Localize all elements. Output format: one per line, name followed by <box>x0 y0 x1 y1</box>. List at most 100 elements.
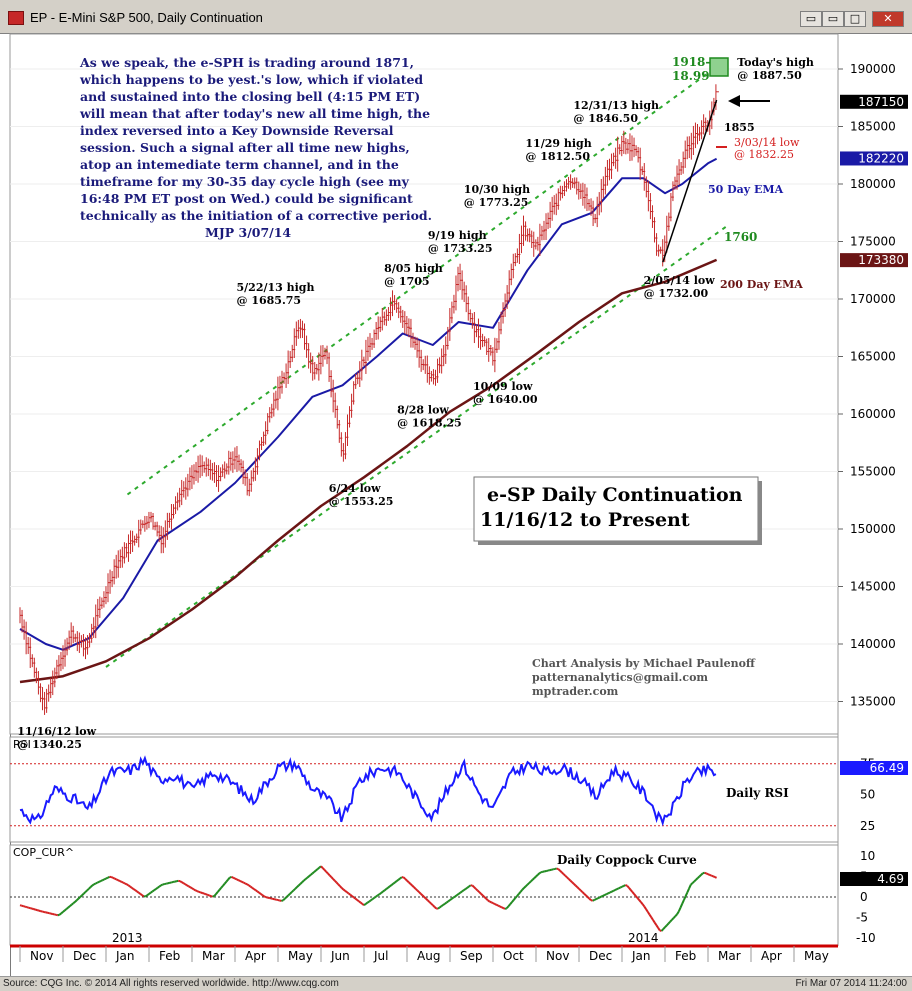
coppock-segment <box>581 891 585 895</box>
coppock-segment <box>537 872 541 876</box>
coppock-segment <box>640 901 644 905</box>
coppock-segment <box>612 889 616 892</box>
coppock-segment <box>320 865 324 869</box>
coppock-segment <box>217 889 221 893</box>
coppock-segment <box>487 899 491 903</box>
coppock-segment <box>650 916 654 921</box>
pivot-value: @ 1846.50 <box>573 112 638 125</box>
rsi-axis-label: 25 <box>860 819 875 833</box>
coppock-segment <box>478 891 482 895</box>
coppock-segment <box>394 880 398 884</box>
coppock-segment <box>399 876 403 880</box>
price-axis-tag: 173380 <box>840 253 908 268</box>
app-icon <box>8 11 24 25</box>
price-axis-tag: 187150 <box>840 94 908 109</box>
coppock-segment <box>623 884 626 887</box>
coppock-segment <box>530 879 534 883</box>
commentary-line: will mean that after today's new all tim… <box>79 106 430 121</box>
ema200-label: 200 Day EMA <box>720 278 803 291</box>
credit-line: patternanalytics@gmail.com <box>532 671 708 684</box>
restore-button[interactable]: ▭ <box>822 11 844 27</box>
coppock-segment <box>248 884 252 888</box>
coppock-segment <box>669 919 673 923</box>
coppock-panel[interactable] <box>9 844 839 946</box>
coppock-segment <box>464 886 468 890</box>
month-label: Mar <box>718 949 741 963</box>
coppock-segment <box>124 882 128 886</box>
coppock-segment <box>375 894 379 898</box>
close-button[interactable]: ✕ <box>872 11 904 27</box>
coppock-segment <box>122 881 126 885</box>
level-1855-label: 1855 <box>724 121 755 134</box>
coppock-segment <box>404 878 408 882</box>
low-0303-label: 3/03/14 low <box>734 136 800 149</box>
year-label: 2014 <box>628 931 659 945</box>
pivot-value: @ 1705 <box>384 275 429 288</box>
minimize-button[interactable]: ▭ <box>800 11 822 27</box>
commentary-line: technically as the initiation of a corre… <box>80 208 432 223</box>
coppock-segment <box>201 892 205 895</box>
coppock-segment <box>475 888 479 892</box>
coppock-segment <box>354 897 358 901</box>
coppock-segment <box>222 883 226 887</box>
coppock-segment <box>100 879 103 882</box>
axis-layer: 135000 140000 145000 150000 155000 160000 1650… <box>838 62 908 709</box>
coppock-segment <box>454 894 458 898</box>
coppock-segment <box>538 871 542 875</box>
coppock-segment <box>580 889 584 893</box>
coppock-segment <box>256 890 260 894</box>
coppock-segment <box>463 888 467 892</box>
coppock-caption: Daily Coppock Curve <box>557 853 697 867</box>
price-axis-label: 135000 <box>850 695 896 709</box>
coppock-segment <box>611 889 614 893</box>
coppock-segment <box>595 897 599 900</box>
coppock-segment <box>397 877 401 881</box>
maximize-button[interactable]: □ <box>844 11 866 27</box>
pivot-value: @ 1732.00 <box>644 287 709 300</box>
coppock-segment <box>373 895 377 899</box>
coppock-segment <box>67 905 71 909</box>
coppock-segment <box>686 888 690 893</box>
coppock-segment <box>223 880 228 885</box>
coppock-segment <box>132 888 136 892</box>
coppock-segment <box>586 896 591 900</box>
price-tag-background <box>840 94 908 109</box>
price-axis-label: 165000 <box>850 350 896 364</box>
price-axis-label: 150000 <box>850 522 896 536</box>
coppock-segment <box>215 891 219 895</box>
coppock-segment <box>342 888 346 892</box>
price-tag-background <box>840 253 908 268</box>
coppock-segment <box>79 894 83 898</box>
rsi-panel[interactable] <box>9 736 839 843</box>
coppock-segment <box>179 880 183 883</box>
coppock-segment <box>301 879 305 883</box>
pivot-value: @ 1685.75 <box>237 294 302 307</box>
target-label-bottom: 18.99 <box>672 69 710 83</box>
coppock-segment <box>340 887 345 891</box>
coppock-segment <box>619 885 623 889</box>
coppock-segment <box>218 887 223 891</box>
month-label: Jun <box>330 949 350 963</box>
coppock-segment <box>648 913 653 918</box>
ema200-line <box>19 258 718 684</box>
coppock-segment <box>57 913 60 917</box>
coppock-segment <box>497 904 501 908</box>
coppock-segment <box>564 874 568 879</box>
coppock-segment <box>707 873 711 876</box>
coppock-segment <box>636 897 640 901</box>
price-panel[interactable] <box>9 33 839 735</box>
coppock-segment <box>616 887 619 891</box>
coppock-segment <box>494 903 497 906</box>
coppock-segment <box>511 899 515 903</box>
coppock-segment <box>389 884 393 888</box>
coppock-segment <box>107 876 110 879</box>
coppock-segment <box>385 886 389 890</box>
coppock-segment <box>625 884 628 887</box>
coppock-segment <box>281 899 284 902</box>
commentary-line: which happens to be yest.'s low, which i… <box>79 72 423 87</box>
commentary-line: session. Such a signal after all time ne… <box>80 140 410 155</box>
month-label: Apr <box>761 949 782 963</box>
coppock-segment <box>387 885 391 889</box>
